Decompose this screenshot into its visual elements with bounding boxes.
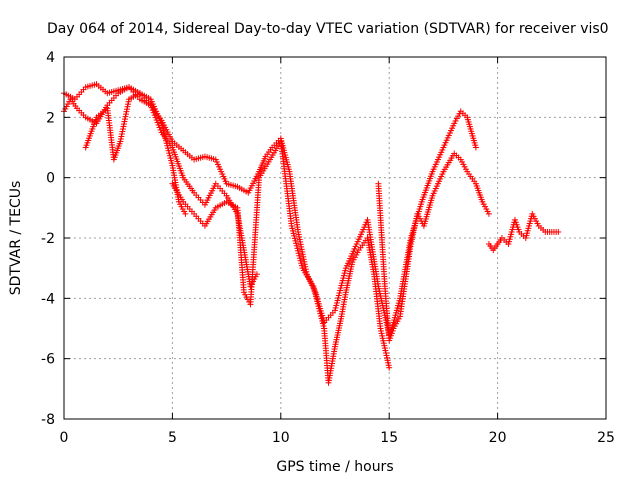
- y-tick-label: 0: [46, 171, 55, 187]
- x-tick-label: 10: [272, 430, 290, 446]
- y-tick-label: 2: [46, 110, 55, 126]
- y-tick-label: -6: [41, 352, 55, 368]
- data-point-plus: [182, 210, 189, 217]
- y-tick-label: -4: [41, 291, 55, 307]
- x-tick-label: 15: [380, 430, 398, 446]
- data-point-plus: [472, 144, 479, 151]
- y-tick-label: -8: [41, 412, 55, 428]
- y-tick-label: 4: [46, 50, 55, 66]
- x-axis-label: GPS time / hours: [276, 459, 393, 475]
- x-tick-label: 25: [597, 430, 615, 446]
- data-point-plus: [386, 364, 393, 371]
- x-tick-label: 20: [489, 430, 507, 446]
- data-point-plus: [555, 228, 562, 235]
- chart-title: Day 064 of 2014, Sidereal Day-to-day VTE…: [47, 21, 609, 37]
- x-tick-label: 5: [168, 430, 177, 446]
- data-series: [61, 81, 562, 386]
- y-axis-label: SDTVAR / TECUs: [8, 181, 24, 296]
- y-tick-label: -2: [41, 231, 55, 247]
- data-point-plus: [485, 210, 492, 217]
- x-tick-label: 0: [60, 430, 69, 446]
